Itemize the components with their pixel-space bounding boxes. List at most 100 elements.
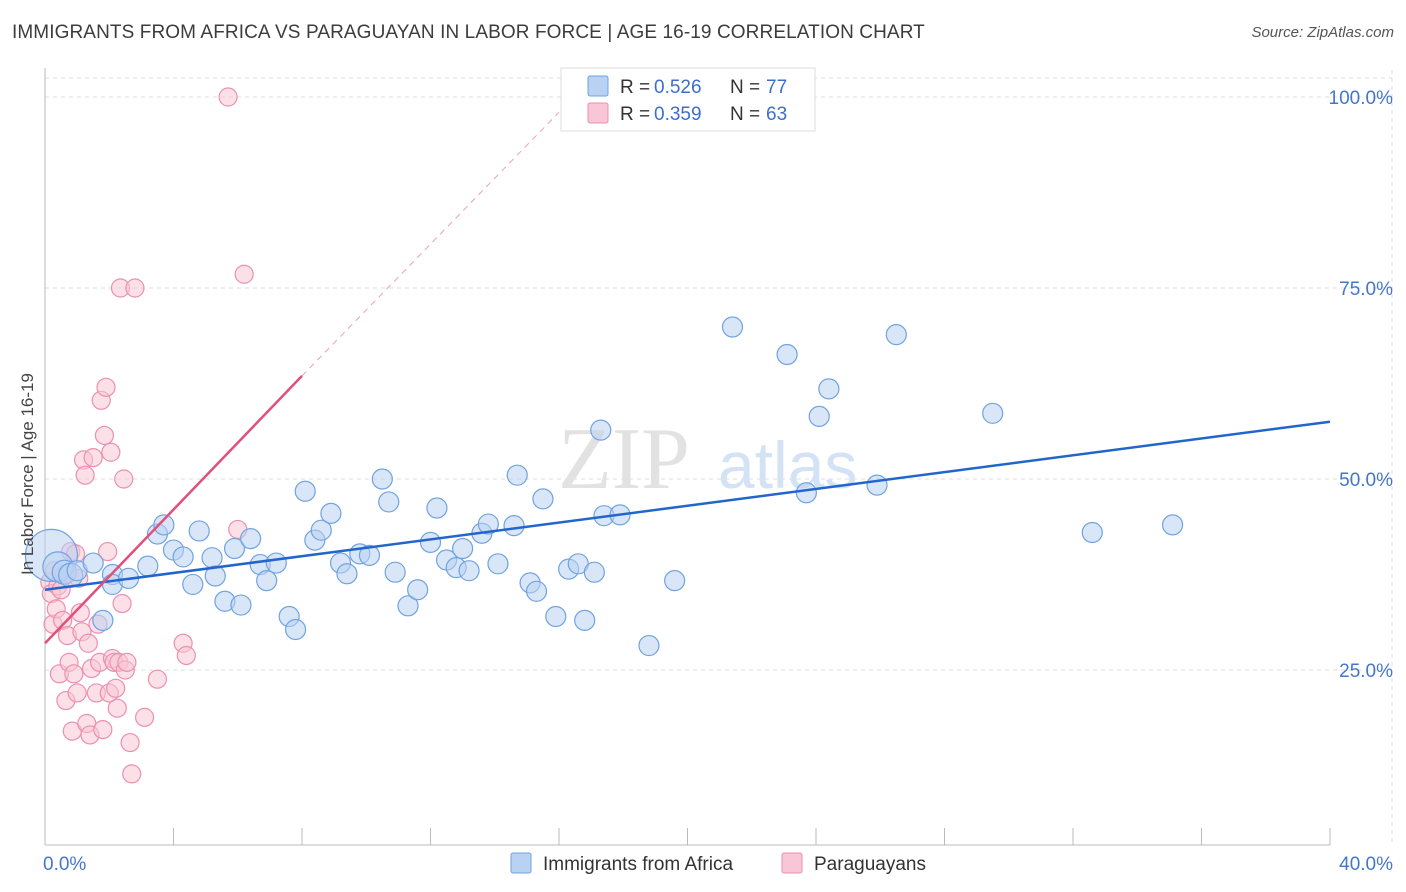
africa-point [525, 580, 548, 602]
africa-point [532, 488, 554, 510]
bottom-legend-swatch-blue [510, 852, 532, 874]
africa-point [982, 402, 1004, 424]
paraguayan-point [106, 678, 126, 698]
paraguayan-trend-extension [301, 111, 560, 377]
africa-point [223, 537, 246, 560]
africa-point [1161, 514, 1184, 536]
africa-point [384, 561, 406, 583]
paraguayan-point [83, 448, 103, 468]
paraguayan-point [75, 465, 95, 485]
paraguayan-point [107, 698, 127, 718]
africa-point [378, 491, 400, 513]
paraguayan-point [96, 377, 116, 397]
africa-point [574, 609, 596, 631]
africa-point [310, 519, 332, 541]
paraguayan-point [98, 541, 118, 562]
series-immigrants-from-africa [24, 316, 1184, 657]
africa-point [545, 605, 567, 628]
legend-r-value-pink: 0.359 [654, 104, 702, 125]
africa-point [230, 594, 252, 616]
gridlines [45, 70, 1393, 845]
africa-point [201, 547, 223, 569]
africa-point [397, 595, 419, 617]
paraguayan-point [234, 264, 254, 284]
africa-point [721, 316, 744, 338]
africa-point [82, 552, 104, 574]
paraguayan-point [94, 425, 115, 446]
x-tick-label: 40.0% [1339, 854, 1393, 875]
legend-n-label-pink: N = [730, 104, 760, 125]
africa-point [188, 520, 210, 542]
legend-r-label-blue: R = [620, 77, 650, 98]
africa-point [240, 527, 262, 550]
africa-point [256, 570, 278, 592]
africa-point [487, 553, 509, 575]
africa-point [407, 579, 429, 601]
paraguayan-point [122, 764, 142, 784]
bottom-legend: Immigrants from Africa Paraguayans [510, 852, 926, 875]
africa-point [92, 609, 114, 631]
africa-point [172, 546, 194, 568]
africa-point [182, 573, 204, 596]
paraguayan-point [70, 603, 90, 623]
paraguayan-point [93, 719, 113, 740]
paraguayan-point [134, 707, 155, 727]
source-label: Source: ZipAtlas.com [1251, 24, 1394, 41]
legend-r-value-blue: 0.526 [654, 77, 702, 98]
africa-point [664, 570, 686, 592]
africa-point [808, 405, 830, 427]
africa-point [866, 474, 888, 496]
africa-point [358, 544, 381, 567]
africa-point [818, 378, 840, 400]
paraguayan-point [117, 652, 137, 672]
paraguayan-point [67, 683, 87, 703]
paraguayan-point [78, 633, 98, 653]
africa-point [419, 531, 442, 554]
africa-point [320, 502, 342, 524]
paraguayan-point [114, 469, 134, 489]
legend-r-label-pink: R = [620, 104, 650, 125]
legend-n-label-blue: N = [730, 77, 760, 98]
y-tick-label: 100.0% [1329, 88, 1394, 109]
y-axis-label: In Labor Force | Age 16-19 [18, 373, 37, 575]
series-paraguayans [40, 87, 254, 784]
africa-point [284, 618, 307, 641]
chart-title: IMMIGRANTS FROM AFRICA VS PARAGUAYAN IN … [12, 22, 925, 43]
watermark-atlas: atlas [718, 428, 857, 502]
tick-labels: 25.0% 50.0% 75.0% 100.0% 0.0% 40.0% [43, 88, 1393, 875]
x-tick-label: 0.0% [43, 854, 86, 875]
y-tick-label: 75.0% [1339, 279, 1393, 300]
y-tick-label: 25.0% [1339, 661, 1393, 682]
legend-swatch-pink [587, 102, 609, 124]
watermark: ZIP atlas [558, 411, 857, 508]
africa-point [1081, 521, 1103, 544]
africa-point [458, 560, 480, 582]
paraguayan-point [120, 732, 140, 753]
africa-point [153, 514, 175, 536]
legend-swatch-blue [587, 75, 609, 97]
paraguayan-point [125, 278, 145, 298]
africa-point [885, 324, 907, 346]
legend-n-value-pink: 63 [766, 104, 787, 125]
paraguayan-point [64, 664, 84, 684]
africa-point [503, 515, 525, 537]
watermark-zip: ZIP [558, 411, 690, 508]
africa-trend-line [44, 420, 1331, 592]
legend-box: R = 0.526 N = 77 R = 0.359 N = 63 [560, 67, 816, 132]
africa-point [638, 634, 660, 657]
africa-point [477, 513, 499, 535]
bottom-legend-label-blue: Immigrants from Africa [543, 854, 733, 875]
axes [44, 68, 1331, 846]
legend-n-value-blue: 77 [766, 77, 787, 98]
africa-point [426, 497, 448, 519]
africa-point [204, 565, 226, 587]
africa-point [795, 482, 817, 504]
africa-point [590, 419, 612, 441]
africa-point [506, 464, 528, 486]
africa-point [137, 555, 159, 577]
paraguayan-point [147, 669, 168, 689]
paraguayan-point [176, 645, 196, 666]
africa-point [265, 552, 287, 574]
trend-lines [44, 111, 1331, 645]
